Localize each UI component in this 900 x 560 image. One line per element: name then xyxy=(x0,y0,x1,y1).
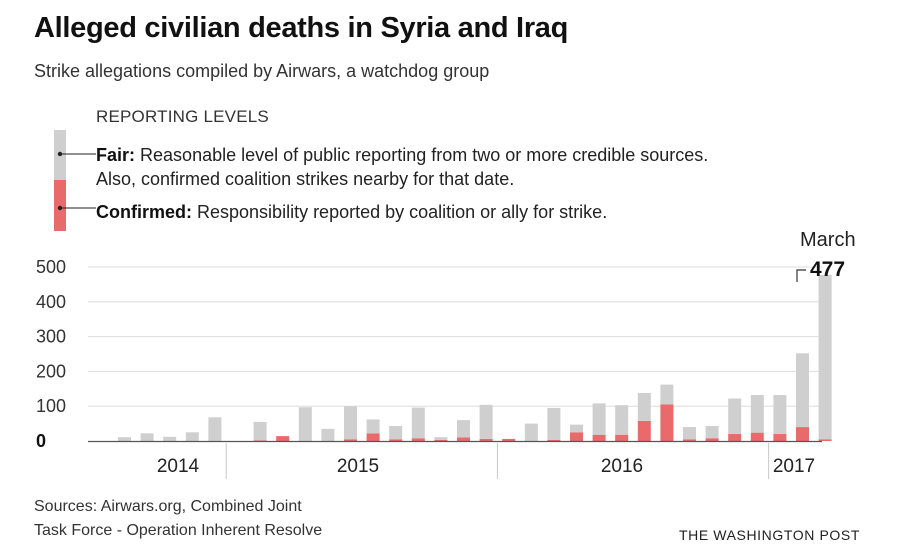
bar-fair-2014-09 xyxy=(140,433,154,441)
y-tick-0: 0 xyxy=(36,431,46,451)
bar-fair-2015-02 xyxy=(253,421,267,441)
bar-fair-2015-10 xyxy=(434,437,448,440)
chart-subtitle: Strike allegations compiled by Airwars, … xyxy=(34,61,490,81)
year-label-2016: 2016 xyxy=(601,456,643,477)
bar-fair-2016-10 xyxy=(705,426,719,439)
legend-fair-label: Fair: xyxy=(96,145,136,165)
bar-confirmed-2016-05 xyxy=(592,434,606,441)
bar-confirmed-2017-01 xyxy=(773,434,787,441)
year-label-2014: 2014 xyxy=(157,456,200,477)
legend-fair-text: Reasonable level of public reporting fro… xyxy=(96,145,709,189)
bar-confirmed-2017-03 xyxy=(818,439,832,441)
publisher-credit: THE WASHINGTON POST xyxy=(679,527,860,543)
legend-confirmed-dot xyxy=(57,205,63,211)
y-axis-ticks: 0 100 200 300 400 500 xyxy=(36,257,66,451)
y-tick-200: 200 xyxy=(36,361,66,381)
bar-fair-2016-04 xyxy=(570,424,583,433)
legend-confirmed-entry: Confirmed: Responsibility reported by co… xyxy=(96,200,796,224)
legend-heading: REPORTING LEVELS xyxy=(96,107,269,126)
bar-fair-2016-11 xyxy=(728,398,742,435)
bar-confirmed-2015-06 xyxy=(344,439,357,441)
bar-fair-2015-05 xyxy=(321,428,335,441)
y-tick-400: 400 xyxy=(36,292,66,312)
annotation-value: 477 xyxy=(810,258,845,281)
bar-confirmed-2015-10 xyxy=(434,439,448,441)
bar-fair-2016-12 xyxy=(750,395,764,433)
bar-confirmed-2016-09 xyxy=(683,439,696,441)
bar-fair-2015-11 xyxy=(457,420,470,438)
bar-confirmed-2016-03 xyxy=(547,439,561,441)
annotation-month: March xyxy=(800,229,856,251)
legend-confirmed-text: Responsibility reported by coalition or … xyxy=(197,202,608,222)
bar-confirmed-2016-01 xyxy=(502,438,516,441)
bar-fair-2016-09 xyxy=(683,427,696,440)
bar-confirmed-2015-11 xyxy=(457,437,470,441)
bar-fair-2015-04 xyxy=(298,407,312,441)
bar-confirmed-2015-09 xyxy=(411,438,425,441)
bar-fair-2014-10 xyxy=(163,436,177,441)
bar-confirmed-2016-06 xyxy=(615,434,629,441)
bar-fair-2015-09 xyxy=(411,407,425,439)
bars xyxy=(118,275,832,441)
bar-confirmed-2017-02 xyxy=(796,427,809,441)
year-label-2017: 2017 xyxy=(773,456,815,477)
bar-fair-2016-08 xyxy=(660,384,674,405)
bar-fair-2017-01 xyxy=(773,395,787,435)
bar-fair-2017-03 xyxy=(818,275,832,440)
legend-fair-dot xyxy=(57,151,63,157)
bar-fair-2014-08 xyxy=(118,437,131,441)
y-tick-300: 300 xyxy=(36,327,66,347)
bar-fair-2015-06 xyxy=(344,406,357,440)
annotation-bracket xyxy=(796,269,806,282)
chart-title: Alleged civilian deaths in Syria and Ira… xyxy=(34,12,569,44)
bar-confirmed-2016-12 xyxy=(750,432,764,441)
bar-confirmed-2016-07 xyxy=(637,420,651,441)
bar-confirmed-2015-08 xyxy=(389,439,403,441)
bar-confirmed-2015-12 xyxy=(479,438,493,441)
bar-fair-2014-12 xyxy=(208,417,222,441)
y-tick-500: 500 xyxy=(36,257,66,277)
bar-fair-2015-07 xyxy=(366,419,380,434)
bar-confirmed-2015-07 xyxy=(366,433,380,441)
bar-fair-2016-05 xyxy=(592,403,606,435)
bar-confirmed-2016-08 xyxy=(660,404,674,441)
legend-confirmed-swatch xyxy=(54,180,66,231)
x-axis xyxy=(88,440,822,479)
bar-confirmed-2015-03 xyxy=(276,436,290,441)
gridlines xyxy=(88,266,822,407)
bar-fair-2016-03 xyxy=(547,407,561,440)
sources-note: Sources: Airwars.org, Combined Joint Tas… xyxy=(34,495,322,543)
bar-fair-2014-11 xyxy=(185,432,199,441)
bar-fair-2016-07 xyxy=(637,392,651,421)
bar-fair-2016-02 xyxy=(524,423,538,441)
bar-fair-2016-06 xyxy=(615,405,629,435)
y-tick-100: 100 xyxy=(36,396,66,416)
legend-fair-entry: Fair: Reasonable level of public reporti… xyxy=(96,143,746,191)
bar-fair-2015-08 xyxy=(389,426,403,440)
bar-fair-2015-12 xyxy=(479,404,493,439)
sources-line-2: Task Force - Operation Inherent Resolve xyxy=(34,522,323,539)
bar-confirmed-2016-04 xyxy=(570,432,583,441)
legend-confirmed-label: Confirmed: xyxy=(96,202,192,222)
bar-confirmed-2016-11 xyxy=(728,434,742,441)
year-label-2015: 2015 xyxy=(337,456,379,477)
bar-confirmed-2015-02 xyxy=(253,440,267,441)
bar-confirmed-2016-10 xyxy=(705,438,719,441)
sources-line-1: Sources: Airwars.org, Combined Joint xyxy=(34,498,302,515)
bar-fair-2017-02 xyxy=(796,353,809,428)
